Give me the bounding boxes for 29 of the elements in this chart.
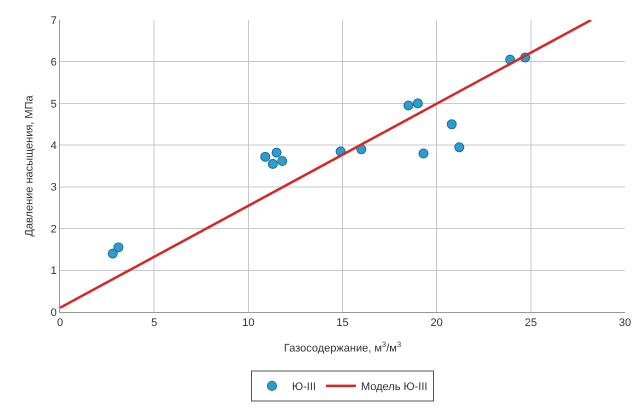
point xyxy=(277,156,288,166)
y-tick-label: 5 xyxy=(50,98,57,110)
x-tick-label: 5 xyxy=(151,317,158,330)
legend-label: Ю-III xyxy=(292,381,316,394)
x-tick-label: 20 xyxy=(430,317,443,330)
point xyxy=(418,148,428,158)
y-tick-label: 3 xyxy=(50,182,57,194)
point xyxy=(454,142,464,152)
x-axis-title: Газосодержание, м$^{3}$/м$^{3}$ xyxy=(284,340,402,354)
point xyxy=(108,248,118,259)
point xyxy=(268,158,278,169)
x-tick-label: 30 xyxy=(618,317,632,330)
y-tick-label: 1 xyxy=(50,265,57,278)
y-tick-label: 6 xyxy=(50,56,57,69)
point xyxy=(446,119,457,130)
point xyxy=(272,148,282,158)
y-tick-label: 0 xyxy=(50,306,57,319)
point xyxy=(403,100,414,111)
point xyxy=(113,242,124,252)
legend-label: Модель Ю-III xyxy=(360,381,428,394)
y-tick-label: 7 xyxy=(50,14,57,27)
y-tick-label: 2 xyxy=(50,223,57,236)
x-tick-label: 25 xyxy=(524,317,537,330)
x-tick-label: 15 xyxy=(336,317,349,330)
x-tick-label: 10 xyxy=(242,317,254,330)
y-tick-label: 4 xyxy=(50,140,57,152)
point xyxy=(260,152,270,162)
y-axis-title: Давление насыщения, МПа xyxy=(23,94,36,237)
point xyxy=(412,98,423,108)
